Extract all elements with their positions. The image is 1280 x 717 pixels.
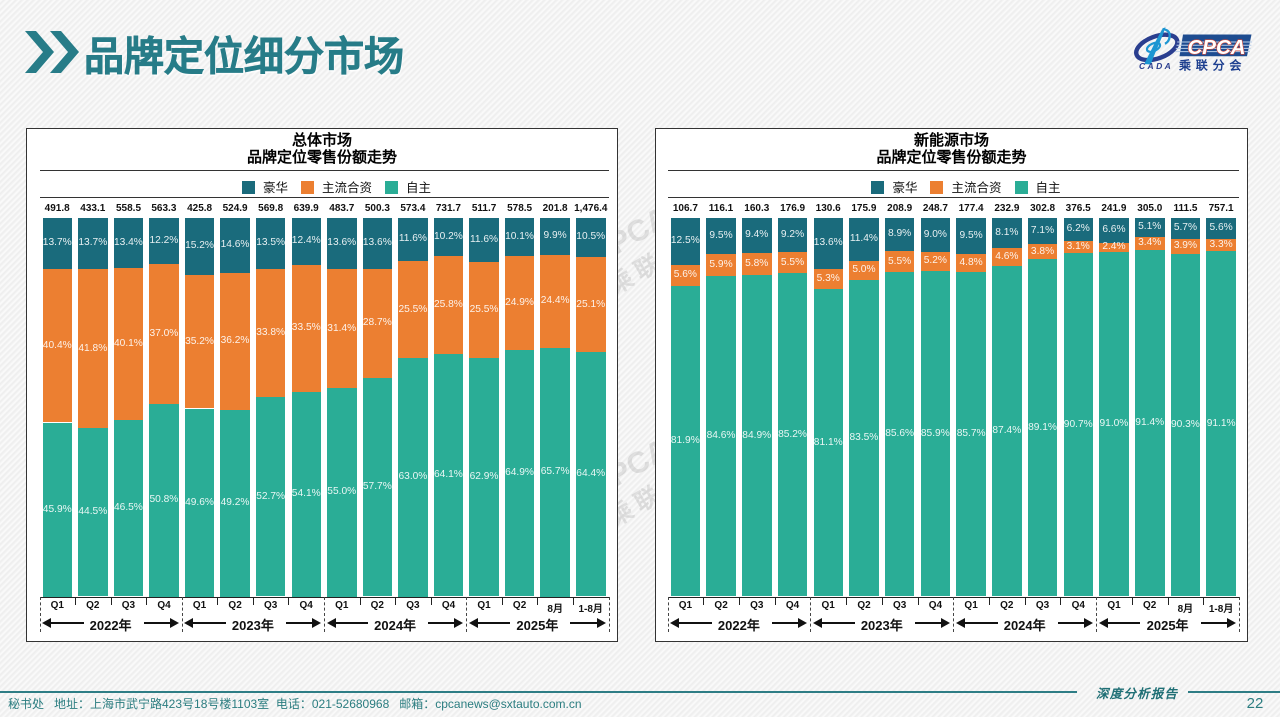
svg-text:CADA: CADA	[1139, 61, 1173, 71]
svg-text:乘联分会: 乘联分会	[1178, 58, 1246, 73]
svg-text:CPCA: CPCA	[1188, 36, 1246, 59]
